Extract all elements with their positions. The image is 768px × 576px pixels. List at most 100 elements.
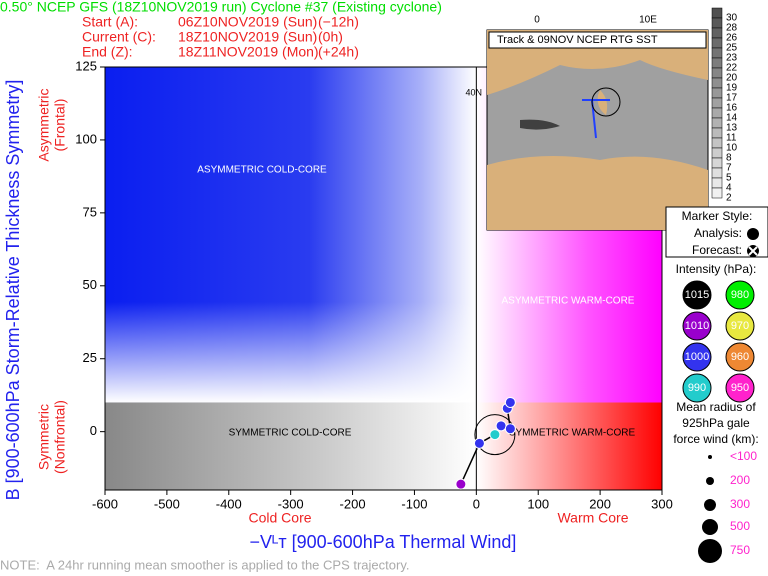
sst-swatch xyxy=(711,37,723,49)
run-date: 18Z10NOV2019 (Sun) xyxy=(178,29,317,45)
legend-forecast: Forecast: xyxy=(692,243,742,257)
y-tick-label: 25 xyxy=(83,350,97,365)
intensity-label: 960 xyxy=(731,351,749,363)
sst-label: 20 xyxy=(726,73,738,84)
plot-frame xyxy=(104,66,663,491)
map-title: Track & 09NOV NCEP RTG SST xyxy=(497,34,658,46)
intensity-swatch xyxy=(725,311,755,341)
sst-label: 25 xyxy=(726,43,738,54)
intensity-swatch xyxy=(725,280,755,310)
sst-label: 7 xyxy=(726,163,732,174)
intensity-label: 1015 xyxy=(685,289,709,301)
quadrant-label: ASYMMETRIC COLD-CORE xyxy=(197,165,327,176)
sst-label: 22 xyxy=(726,63,738,74)
sst-swatch xyxy=(711,167,723,179)
intensity-label: 950 xyxy=(731,382,749,394)
radius-swatch xyxy=(702,519,718,535)
trajectory-point xyxy=(504,396,516,408)
y-tick-label: 50 xyxy=(83,277,97,292)
sst-label: 4 xyxy=(726,183,732,194)
sst-swatch xyxy=(711,67,723,79)
sst-swatch xyxy=(711,117,723,129)
x-tick-label: -400 xyxy=(216,496,242,511)
intensity-label: 1010 xyxy=(685,320,709,332)
x-label-cold: Cold Core xyxy=(248,510,311,526)
quadrant-label: SYMMETRIC COLD-CORE xyxy=(229,428,352,439)
x-label-warm: Warm Core xyxy=(557,510,628,526)
sst-swatch xyxy=(711,27,723,39)
radius-title: Mean radius of xyxy=(676,400,756,414)
sst-label: 14 xyxy=(726,113,738,124)
region-sym-warm xyxy=(476,402,662,490)
radius-label: 300 xyxy=(730,497,750,511)
intensity-swatch xyxy=(682,342,712,372)
sst-label: 30 xyxy=(726,13,738,24)
intensity-swatch xyxy=(682,311,712,341)
y-tick-label: 0 xyxy=(90,423,97,438)
x-axis-label: −Vᴸᴛ [900-600hPa Thermal Wind] xyxy=(250,532,517,552)
sst-label: 28 xyxy=(726,23,738,34)
sst-swatch xyxy=(711,17,723,29)
quadrant-label: ASYMMETRIC WARM-CORE xyxy=(502,296,635,307)
legend-forecast-x xyxy=(748,246,758,256)
x-tick-label: -600 xyxy=(92,496,118,511)
legend-analysis-marker xyxy=(747,228,759,240)
x-tick-label: -100 xyxy=(401,496,427,511)
radius-title: force wind (km): xyxy=(673,432,758,446)
trajectory-point xyxy=(489,429,501,441)
note: NOTE: A 24hr running mean smoother is ap… xyxy=(0,557,409,572)
legend-title: Marker Style: xyxy=(682,209,753,223)
sst-label: 26 xyxy=(726,33,738,44)
sst-label: 8 xyxy=(726,153,732,164)
intensity-label: 980 xyxy=(731,289,749,301)
run-offset: (0h) xyxy=(318,29,343,45)
x-tick-label: 100 xyxy=(527,496,549,511)
legend-analysis: Analysis: xyxy=(694,226,742,240)
x-tick-label: 0 xyxy=(473,496,480,511)
run-label: Current (C): xyxy=(82,29,156,45)
y-region-label: (Nonfrontal) xyxy=(52,400,68,474)
run-date: 18Z11NOV2019 (Mon) xyxy=(178,44,319,60)
y-region-label: Symmetric xyxy=(36,404,52,470)
y-region-label: (Frontal) xyxy=(52,99,68,152)
radius-swatch xyxy=(708,455,712,459)
x-tick-label: 300 xyxy=(651,496,673,511)
region-fade xyxy=(105,67,477,403)
trajectory-point xyxy=(473,437,485,449)
background xyxy=(104,66,663,491)
sst-swatch xyxy=(711,157,723,169)
radius-label: 750 xyxy=(730,543,750,557)
sst-label: 2 xyxy=(726,193,732,204)
radius-swatch xyxy=(706,477,714,485)
wind-radius xyxy=(474,414,516,456)
radius-swatch xyxy=(698,539,722,563)
radius-label: 200 xyxy=(730,473,750,487)
sst-swatch xyxy=(711,187,723,199)
sst-swatch xyxy=(711,57,723,69)
run-offset: (−12h) xyxy=(318,14,359,30)
sst-label: 16 xyxy=(726,103,738,114)
sst-swatch xyxy=(711,137,723,149)
sst-swatch xyxy=(711,107,723,119)
radius-label: 500 xyxy=(730,519,750,533)
intensity-label: 1000 xyxy=(685,351,709,363)
map-lat-label: 40N xyxy=(465,87,482,97)
y-axis-label: B [900-600hPa Storm-Relative Thickness S… xyxy=(3,80,23,501)
sst-swatch xyxy=(711,7,723,19)
map-inset: Track & 09NOV NCEP RTG SST 0 10E 40N xyxy=(465,15,709,231)
x-tick-label: -300 xyxy=(278,496,304,511)
title: 0.50° NCEP GFS (18Z10NOV2019 run) Cyclon… xyxy=(0,0,442,15)
trajectory-point xyxy=(504,423,516,435)
y-tick-label: 100 xyxy=(75,131,97,146)
trajectory-point xyxy=(495,420,507,432)
sst-label: 23 xyxy=(726,53,738,64)
run-label: Start (A): xyxy=(82,14,138,30)
y-tick-label: 75 xyxy=(83,204,97,219)
run-offset: (+24h) xyxy=(318,44,359,60)
map-lon-label: 10E xyxy=(639,15,657,26)
intensity-swatch xyxy=(682,280,712,310)
quadrant-label: SYMMETRIC WARM-CORE xyxy=(509,428,636,439)
run-date: 06Z10NOV2019 (Sun) xyxy=(178,14,317,30)
sst-swatch xyxy=(711,87,723,99)
sst-label: 11 xyxy=(726,133,737,144)
